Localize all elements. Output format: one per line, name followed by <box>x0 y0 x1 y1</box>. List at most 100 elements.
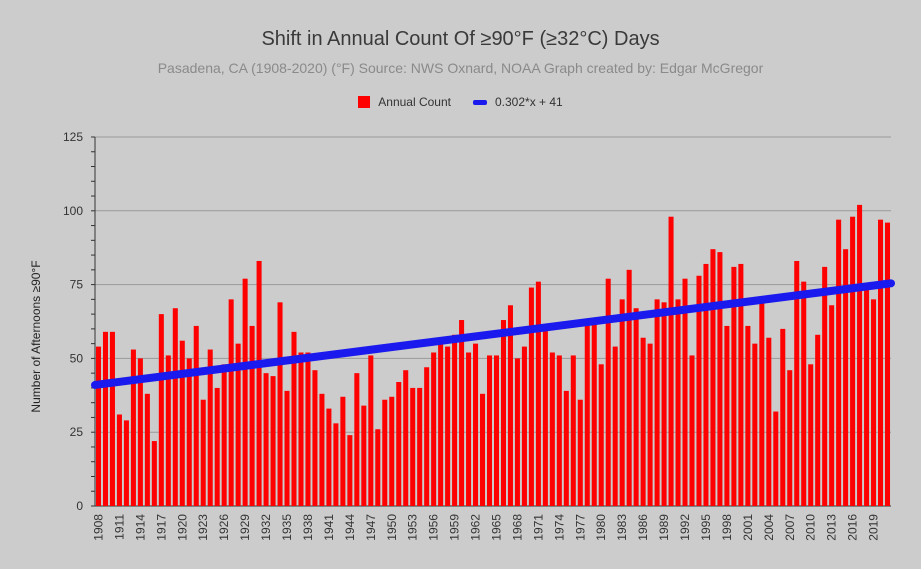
bar-2011[interactable] <box>815 334 821 506</box>
bar-1981[interactable] <box>605 278 611 506</box>
bar-1988[interactable] <box>654 299 660 506</box>
bar-1936[interactable] <box>291 331 297 506</box>
bar-1939[interactable] <box>312 370 318 506</box>
bar-1944[interactable] <box>347 435 353 506</box>
bar-1941[interactable] <box>326 408 332 506</box>
bar-1980[interactable] <box>598 364 604 506</box>
bar-1984[interactable] <box>626 269 632 506</box>
bar-1990[interactable] <box>668 216 674 507</box>
legend-item-annual-count[interactable]: Annual Count <box>358 95 451 109</box>
bar-2010[interactable] <box>808 364 814 506</box>
bar-1979[interactable] <box>591 320 597 506</box>
bar-2017[interactable] <box>857 204 863 506</box>
bar-1995[interactable] <box>703 263 709 506</box>
bar-1917[interactable] <box>158 314 164 506</box>
bar-1999[interactable] <box>731 266 737 506</box>
bar-1994[interactable] <box>696 275 702 506</box>
bar-2005[interactable] <box>773 411 779 506</box>
bar-1910[interactable] <box>109 331 115 506</box>
bar-1975[interactable] <box>563 390 569 506</box>
bar-1985[interactable] <box>633 308 639 506</box>
bar-2019[interactable] <box>871 299 877 506</box>
bar-1923[interactable] <box>200 399 206 506</box>
bar-1940[interactable] <box>319 393 325 506</box>
trendline[interactable] <box>91 279 895 389</box>
bar-1945[interactable] <box>354 373 360 506</box>
bar-1946[interactable] <box>361 405 367 506</box>
bar-1964[interactable] <box>486 355 493 506</box>
bar-1915[interactable] <box>144 393 150 506</box>
bar-1953[interactable] <box>410 387 416 506</box>
bar-1996[interactable] <box>710 249 716 506</box>
bar-1991[interactable] <box>675 299 681 506</box>
bar-1922[interactable] <box>193 325 199 506</box>
bar-1962[interactable] <box>473 343 479 506</box>
bar-1928[interactable] <box>235 343 241 506</box>
bar-1919[interactable] <box>172 308 178 506</box>
bar-2016[interactable] <box>850 216 856 507</box>
bar-1987[interactable] <box>647 343 653 506</box>
bar-1937[interactable] <box>298 352 304 506</box>
bar-1960[interactable] <box>459 320 465 506</box>
bar-2018[interactable] <box>864 284 870 506</box>
bar-1955[interactable] <box>424 367 430 506</box>
bar-1966[interactable] <box>500 320 506 506</box>
bar-2012[interactable] <box>822 266 828 506</box>
bar-1957[interactable] <box>438 337 444 506</box>
bar-1956[interactable] <box>431 352 437 506</box>
bar-1911[interactable] <box>116 414 122 506</box>
bar-1970[interactable] <box>528 287 534 506</box>
bar-1935[interactable] <box>284 390 290 506</box>
bar-1986[interactable] <box>640 337 646 506</box>
bar-1914[interactable] <box>137 358 143 506</box>
bar-1967[interactable] <box>507 305 513 506</box>
bar-2021[interactable] <box>884 222 891 506</box>
bar-1969[interactable] <box>521 346 527 506</box>
bar-2000[interactable] <box>738 263 744 506</box>
bar-1968[interactable] <box>514 358 520 506</box>
bar-1948[interactable] <box>375 429 381 506</box>
bar-1949[interactable] <box>382 399 388 506</box>
bar-1932[interactable] <box>263 373 269 506</box>
bar-2001[interactable] <box>745 325 751 506</box>
bar-2015[interactable] <box>843 249 849 506</box>
bar-1992[interactable] <box>682 278 688 506</box>
bar-1997[interactable] <box>717 252 723 506</box>
bar-2006[interactable] <box>780 328 786 506</box>
bar-2014[interactable] <box>836 219 842 506</box>
bar-1918[interactable] <box>165 355 171 506</box>
bar-1930[interactable] <box>249 325 255 506</box>
bar-1950[interactable] <box>389 396 395 506</box>
bar-1974[interactable] <box>556 355 562 506</box>
bar-1973[interactable] <box>549 352 555 506</box>
bar-1931[interactable] <box>256 260 262 506</box>
bar-1961[interactable] <box>466 352 472 506</box>
bar-1925[interactable] <box>214 387 220 506</box>
bar-1951[interactable] <box>396 382 402 506</box>
bar-1926[interactable] <box>221 364 227 506</box>
bar-2007[interactable] <box>787 370 793 506</box>
bar-1977[interactable] <box>577 399 583 506</box>
bar-1927[interactable] <box>228 299 234 506</box>
bar-1933[interactable] <box>270 376 276 506</box>
bar-1972[interactable] <box>542 328 548 506</box>
bar-1976[interactable] <box>570 355 576 506</box>
bar-1929[interactable] <box>242 278 248 506</box>
bar-2008[interactable] <box>794 260 800 506</box>
bar-1952[interactable] <box>403 370 409 506</box>
bar-1959[interactable] <box>452 334 458 506</box>
bar-2013[interactable] <box>829 305 835 506</box>
bar-2004[interactable] <box>766 337 772 506</box>
bar-1971[interactable] <box>535 281 541 506</box>
bar-1983[interactable] <box>619 299 625 506</box>
bar-2002[interactable] <box>752 343 758 506</box>
legend-item-trendline[interactable]: 0.302*x + 41 <box>473 95 563 109</box>
bar-2003[interactable] <box>759 299 765 506</box>
bar-1924[interactable] <box>207 349 213 506</box>
bar-1947[interactable] <box>368 355 374 506</box>
bar-1978[interactable] <box>584 322 590 506</box>
bar-1963[interactable] <box>480 393 486 506</box>
bar-1908[interactable] <box>95 346 102 506</box>
bar-1912[interactable] <box>123 420 129 506</box>
bar-1916[interactable] <box>151 441 157 506</box>
